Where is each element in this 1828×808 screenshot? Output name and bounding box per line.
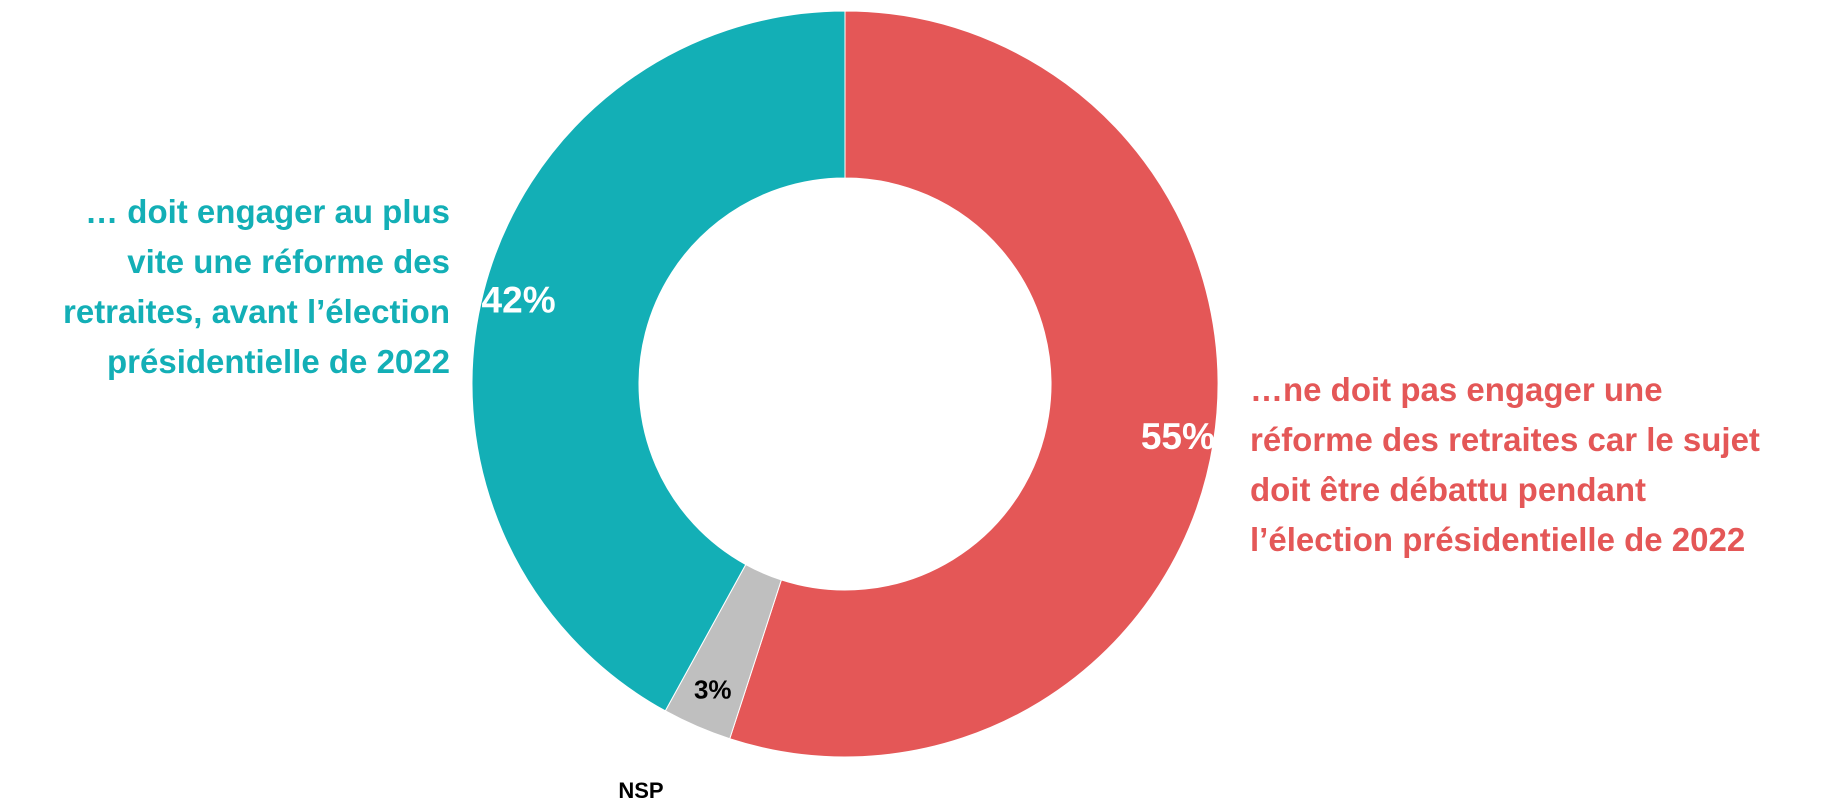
left-description-line-4: présidentielle de 2022 [106, 343, 450, 380]
donut-slice-disagree [729, 10, 1219, 758]
slice-value-label-nsp: 3% [694, 675, 732, 705]
right-description-line-2: réforme des retraites car le sujet [1250, 421, 1760, 458]
right-description-line-1: …ne doit pas engager une [1250, 371, 1663, 408]
right-description-line-4: l’élection présidentielle de 2022 [1250, 521, 1746, 558]
donut-slices [471, 10, 1219, 758]
right-slice-description: …ne doit pas engager une réforme des ret… [1250, 365, 1760, 565]
left-slice-description: … doit engager au plus vite une réforme … [63, 187, 450, 387]
donut-slice-labels: 55% 3% 42% [482, 280, 1215, 705]
slice-value-label-agree: 42% [482, 280, 556, 321]
left-description-line-3: retraites, avant l’élection [63, 293, 450, 330]
left-description-line-2: vite une réforme des [127, 243, 450, 280]
nsp-category-label: NSP [618, 778, 663, 803]
left-description-line-1: … doit engager au plus [85, 193, 450, 230]
right-description-line-3: doit être débattu pendant [1250, 471, 1646, 508]
donut-slice-agree [471, 10, 846, 712]
slice-value-label-disagree: 55% [1141, 416, 1215, 457]
